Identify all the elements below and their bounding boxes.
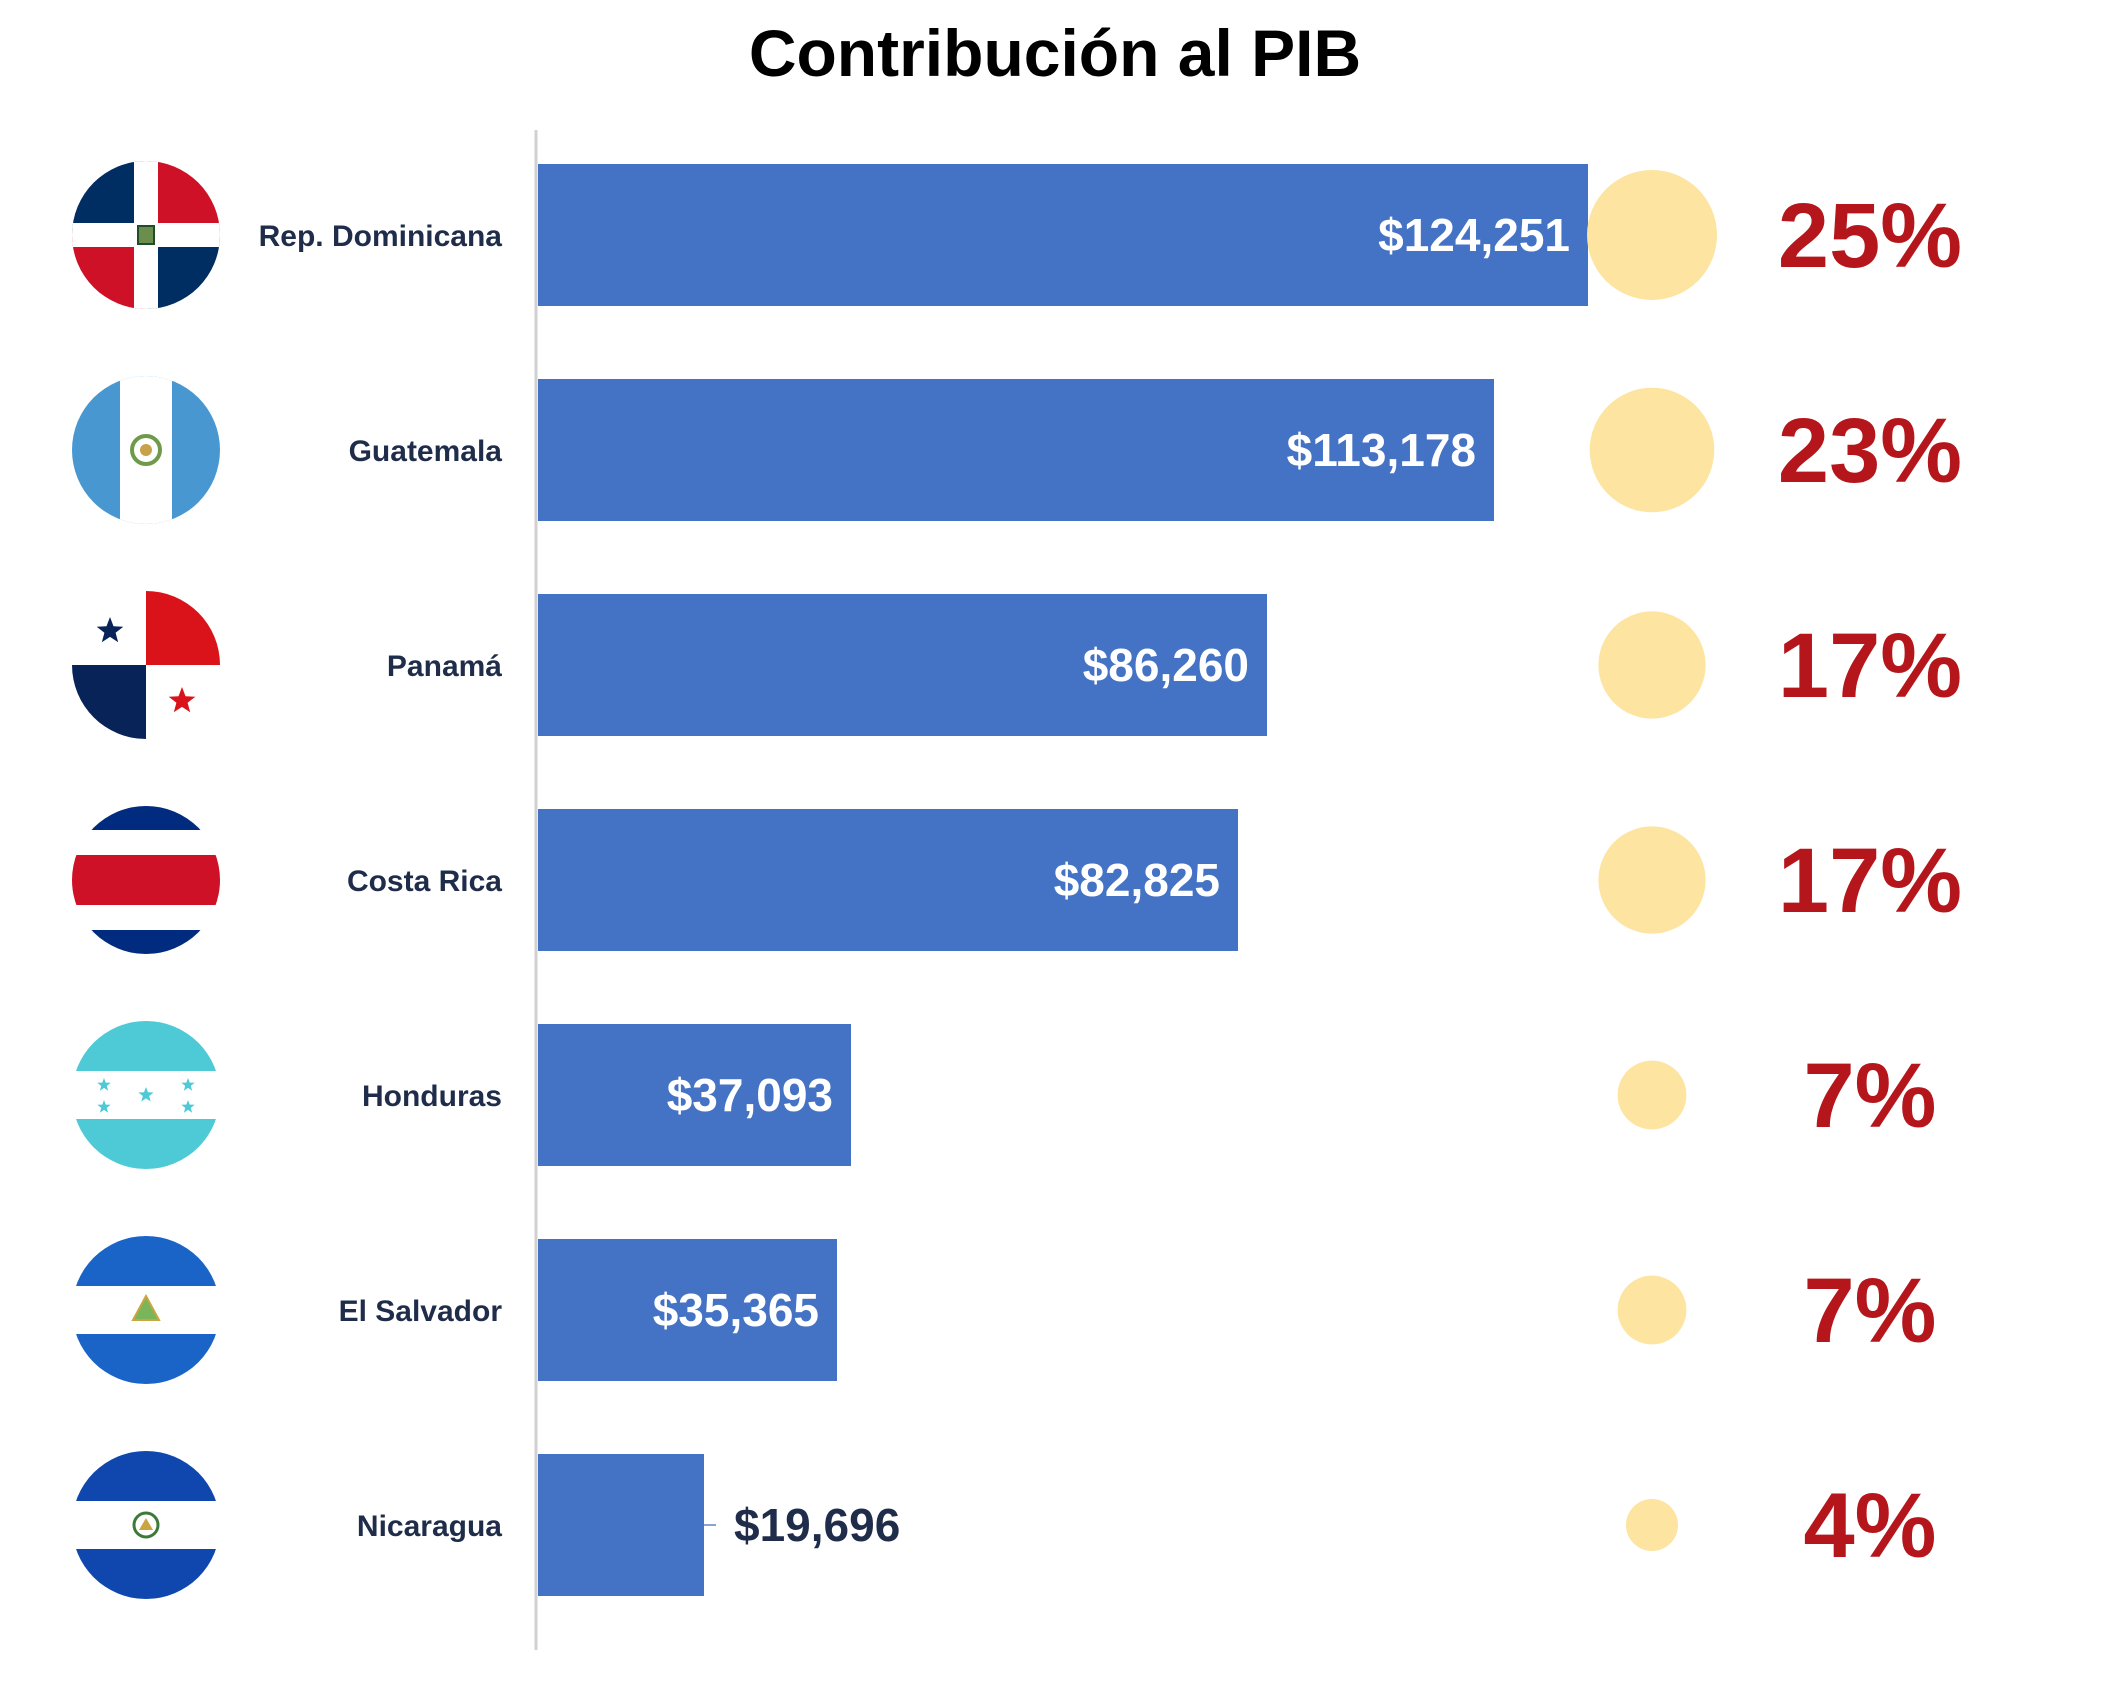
bar	[538, 1454, 704, 1596]
share-bubble	[1598, 826, 1706, 934]
share-bubble	[1589, 387, 1715, 513]
share-percent-label: 7%	[1804, 1045, 1937, 1147]
category-label: El Salvador	[339, 1295, 503, 1328]
bar	[538, 809, 1238, 951]
share-bubble	[1587, 170, 1717, 300]
honduras-flag-icon	[72, 1021, 220, 1169]
category-label: Guatemala	[349, 435, 503, 468]
chart-row-honduras: Honduras $37,093 7%	[72, 1021, 1936, 1169]
category-label: Nicaragua	[357, 1510, 502, 1543]
share-percent-label: 23%	[1778, 400, 1962, 502]
bar	[538, 379, 1494, 521]
share-percent-label: 17%	[1778, 615, 1962, 717]
category-label: Panamá	[387, 650, 502, 683]
category-label: Rep. Dominicana	[259, 220, 503, 253]
share-bubble	[1598, 611, 1706, 719]
dominican-republic-flag-icon	[72, 161, 220, 309]
data-label: $113,178	[1287, 424, 1476, 476]
share-percent-label: 25%	[1778, 185, 1962, 287]
chart-row-guatemala: Guatemala $113,178 23%	[72, 376, 1962, 524]
bar	[538, 164, 1588, 306]
category-label: Honduras	[362, 1080, 502, 1113]
chart-row-panama: Panamá $86,260 17%	[72, 591, 1962, 739]
bar	[538, 594, 1267, 736]
share-percent-label: 17%	[1778, 830, 1962, 932]
el-salvador-flag-icon	[72, 1451, 220, 1599]
data-label: $19,696	[734, 1499, 900, 1551]
panama-flag-icon	[72, 591, 220, 739]
chart-row-el-salvador: El Salvador $35,365 7%	[72, 1236, 1936, 1384]
share-bubble	[1617, 1060, 1687, 1130]
share-bubble	[1617, 1275, 1687, 1345]
share-bubble	[1626, 1499, 1678, 1551]
chart-title: Contribución al PIB	[749, 16, 1361, 90]
share-percent-label: 4%	[1804, 1475, 1937, 1577]
bar	[538, 1024, 851, 1166]
data-label: $124,251	[1378, 209, 1570, 261]
chart-rows: Rep. Dominicana $124,251 25% Guatemala $113,…	[72, 161, 1962, 1599]
chart-row-costa-rica: Costa Rica $82,825 17%	[72, 806, 1962, 954]
nicaragua-flag-icon	[72, 1236, 220, 1384]
chart-row-rep-dominicana: Rep. Dominicana $124,251 25%	[72, 161, 1962, 309]
costa-rica-flag-icon	[72, 806, 220, 954]
category-label: Costa Rica	[347, 865, 502, 898]
guatemala-flag-icon	[72, 376, 220, 524]
data-label: $37,093	[667, 1069, 833, 1121]
data-label: $35,365	[653, 1284, 819, 1336]
share-percent-label: 7%	[1804, 1260, 1937, 1362]
bar	[538, 1239, 837, 1381]
data-label: $82,825	[1054, 854, 1220, 906]
chart-row-nicaragua: Nicaragua $19,696 4%	[72, 1451, 1936, 1599]
data-label: $86,260	[1083, 639, 1249, 691]
